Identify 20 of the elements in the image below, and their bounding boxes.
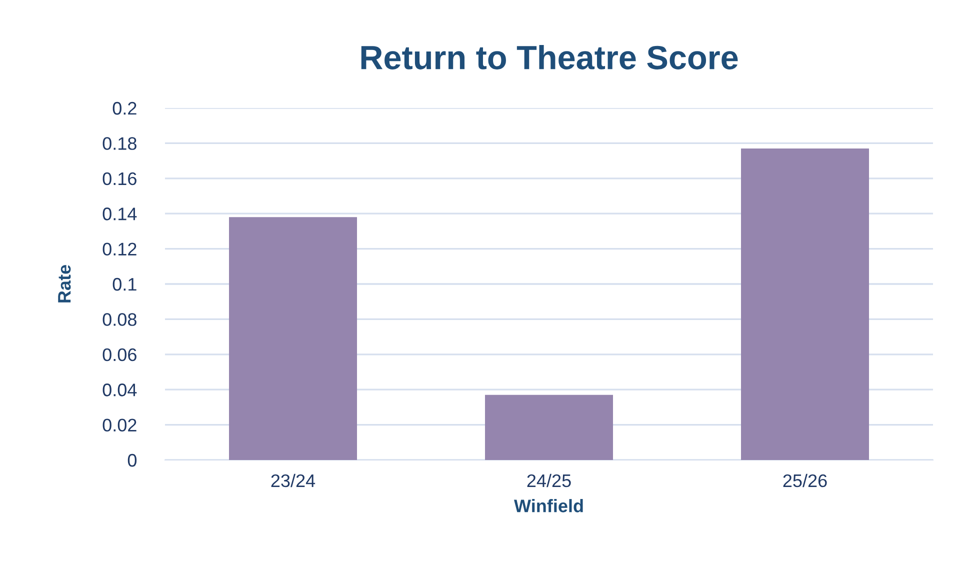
- y-tick-label: 0.06: [102, 348, 136, 362]
- chart-title: Return to Theatre Score: [361, 44, 738, 70]
- y-tick-label: 0.1: [112, 278, 136, 291]
- y-tick-label: 0.14: [102, 208, 137, 220]
- x-tick-label: 23/24: [271, 474, 316, 488]
- x-axis-title: Winfield: [514, 499, 583, 512]
- bar: [485, 394, 613, 460]
- y-tick-label: 0.2: [112, 102, 136, 115]
- y-tick-label: 0.04: [102, 384, 137, 396]
- bar: [229, 217, 357, 460]
- y-axis-title: Rate: [58, 265, 71, 302]
- y-tick-label: 0: [128, 454, 137, 467]
- y-tick-label: 0.08: [102, 313, 136, 326]
- bar: [741, 148, 869, 460]
- y-tick-label: 0.18: [102, 137, 136, 150]
- y-tick-label: 0.12: [102, 242, 136, 256]
- x-tick-label: 25/26: [783, 474, 827, 488]
- x-tick-label: 24/25: [527, 474, 571, 488]
- y-tick-label: 0.16: [102, 172, 136, 186]
- y-tick-label: 0.02: [102, 418, 136, 432]
